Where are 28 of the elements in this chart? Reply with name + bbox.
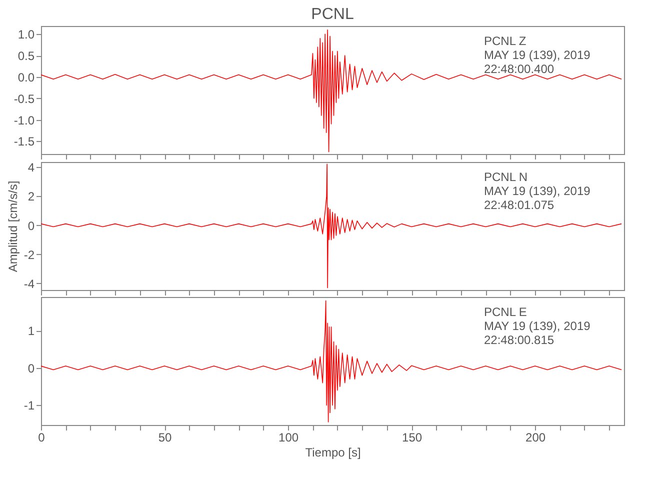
- y-tick-label: -0.5: [14, 92, 35, 106]
- y-tick-label: 0.5: [18, 49, 35, 64]
- y-tick-label: 0.0: [18, 70, 35, 84]
- y-tick-label: 0: [28, 361, 35, 376]
- y-tick-label: -1.5: [14, 134, 35, 149]
- y-tick-label: -2: [24, 248, 35, 262]
- x-tick-label: 200: [526, 430, 546, 444]
- line-series: [41, 300, 622, 422]
- annotation: PCNL E MAY 19 (139), 2019 22:48:00.815: [484, 305, 591, 347]
- y-tick-label: 0: [28, 218, 35, 233]
- x-tick-label: 100: [278, 430, 299, 444]
- x-tick-label: 50: [158, 430, 172, 444]
- y-tick-label: 1: [28, 324, 35, 338]
- annotation: PCNL N MAY 19 (139), 2019 22:48:01.075: [484, 170, 591, 212]
- x-axis-title: Tiempo [s]: [305, 446, 361, 460]
- y-tick-label: -1.0: [14, 113, 35, 128]
- y-tick-label: -1: [24, 398, 35, 413]
- y-tick-label: 1.0: [18, 28, 35, 42]
- x-tick-label: 0: [38, 430, 46, 444]
- y-tick-label: 2: [28, 190, 35, 204]
- x-tick-label: 150: [402, 430, 422, 444]
- chart-title: PCNL: [311, 6, 354, 23]
- y-axis-title: Amplitud [cm/s/s]: [6, 180, 20, 272]
- annotation: PCNL Z MAY 19 (139), 2019 22:48:00.400: [484, 34, 591, 76]
- line-series: [41, 29, 622, 152]
- y-tick-label: -4: [24, 276, 35, 291]
- line-series: [41, 164, 622, 288]
- y-tick-label: 4: [28, 160, 35, 175]
